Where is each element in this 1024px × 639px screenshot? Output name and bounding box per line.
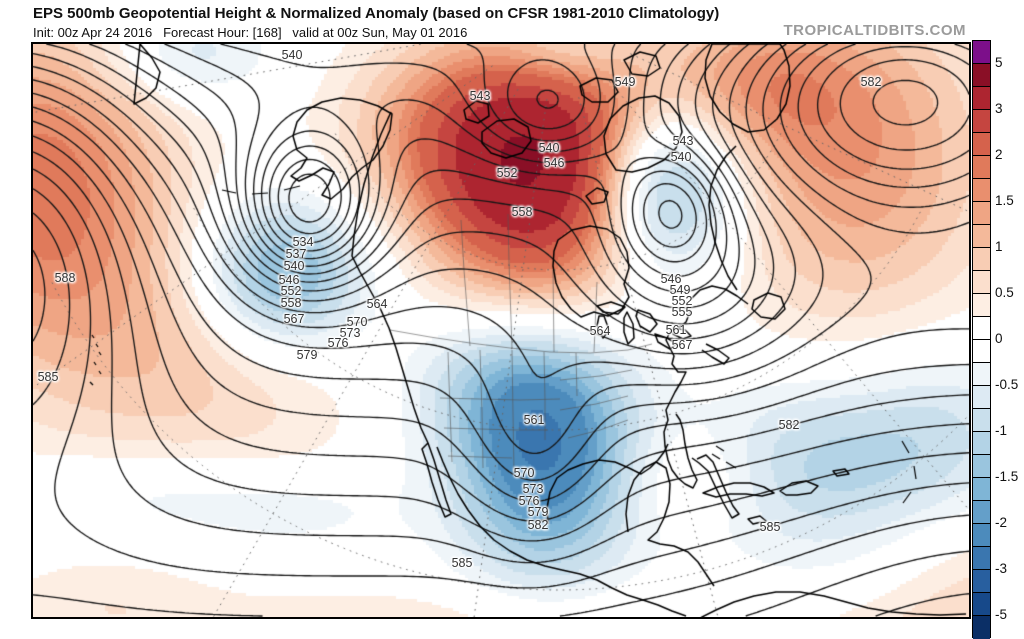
colorbar-tick: 0 <box>995 331 1003 346</box>
colorbar-segment <box>973 616 990 639</box>
colorbar-segment <box>973 110 990 133</box>
colorbar-segment <box>973 41 990 64</box>
init-forecast-line: Init: 00z Apr 24 2016 Forecast Hour: [16… <box>33 25 468 40</box>
colorbar-tick: -1 <box>995 423 1008 438</box>
colorbar-segment <box>973 156 990 179</box>
colorbar-segment <box>973 202 990 225</box>
colorbar-segment <box>973 363 990 386</box>
colorbar-segment <box>973 524 990 547</box>
colorbar-tick: 3 <box>995 101 1003 116</box>
colorbar <box>972 40 991 639</box>
site-watermark: TROPICALTIDBITS.COM <box>783 22 966 39</box>
colorbar-segment <box>973 432 990 455</box>
colorbar-segment <box>973 133 990 156</box>
colorbar-segment <box>973 340 990 363</box>
colorbar-segment <box>973 547 990 570</box>
map-canvas <box>33 44 969 617</box>
colorbar-segment <box>973 271 990 294</box>
colorbar-tick: 1.5 <box>995 193 1014 208</box>
colorbar-segment <box>973 248 990 271</box>
colorbar-tick: 1 <box>995 239 1003 254</box>
colorbar-segment <box>973 409 990 432</box>
colorbar-segment <box>973 179 990 202</box>
colorbar-segment <box>973 225 990 248</box>
colorbar-tick: 5 <box>995 55 1003 70</box>
colorbar-segment <box>973 455 990 478</box>
colorbar-tick: 0.5 <box>995 285 1014 300</box>
colorbar-ticks: 5 3 2 1.5 1 0.5 0 -0.5 -1 -1.5 -2 -3 -5 <box>995 40 1023 638</box>
colorbar-segment <box>973 570 990 593</box>
colorbar-segment <box>973 386 990 409</box>
colorbar-segment <box>973 294 990 317</box>
colorbar-tick: -0.5 <box>995 377 1019 392</box>
page-title: EPS 500mb Geopotential Height & Normaliz… <box>33 5 720 22</box>
colorbar-tick: 2 <box>995 147 1003 162</box>
colorbar-segment <box>973 501 990 524</box>
map-frame: 540 543 549 543 540 540 546 552 558 534 537 540 546 5… <box>31 42 971 619</box>
colorbar-segment <box>973 317 990 340</box>
colorbar-tick: -5 <box>995 607 1008 622</box>
colorbar-segment <box>973 478 990 501</box>
colorbar-tick: -3 <box>995 561 1008 576</box>
colorbar-segment <box>973 593 990 616</box>
colorbar-tick: -1.5 <box>995 469 1019 484</box>
colorbar-segment <box>973 64 990 87</box>
colorbar-segment <box>973 87 990 110</box>
colorbar-tick: -2 <box>995 515 1008 530</box>
